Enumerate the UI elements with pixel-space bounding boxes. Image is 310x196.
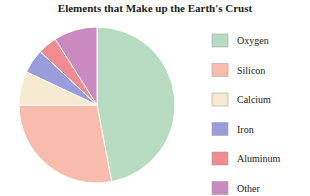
- legend-label: Silicon: [237, 65, 265, 76]
- legend-swatch: [212, 123, 228, 136]
- legend-swatch: [212, 64, 228, 77]
- slice: [19, 105, 112, 183]
- legend-swatch: [212, 182, 228, 195]
- legend-label: Calcium: [237, 94, 271, 105]
- chart: Elements that Make up the Earth's Crust O…: [0, 0, 310, 196]
- legend-swatch: [212, 34, 228, 47]
- legend-label: Oxygen: [237, 35, 269, 46]
- legend-label: Other: [237, 183, 260, 194]
- legend-label: Aluminum: [237, 153, 281, 164]
- title: Elements that Make up the Earth's Crust: [58, 2, 253, 14]
- pie: [19, 27, 175, 183]
- slice: [55, 27, 97, 105]
- legend-swatch: [212, 93, 228, 106]
- legend-label: Iron: [237, 124, 254, 135]
- legend: Oxygen Silicon Calcium Iron Aluminum Other: [212, 34, 281, 195]
- slice: [97, 27, 175, 182]
- legend-swatch: [212, 152, 228, 165]
